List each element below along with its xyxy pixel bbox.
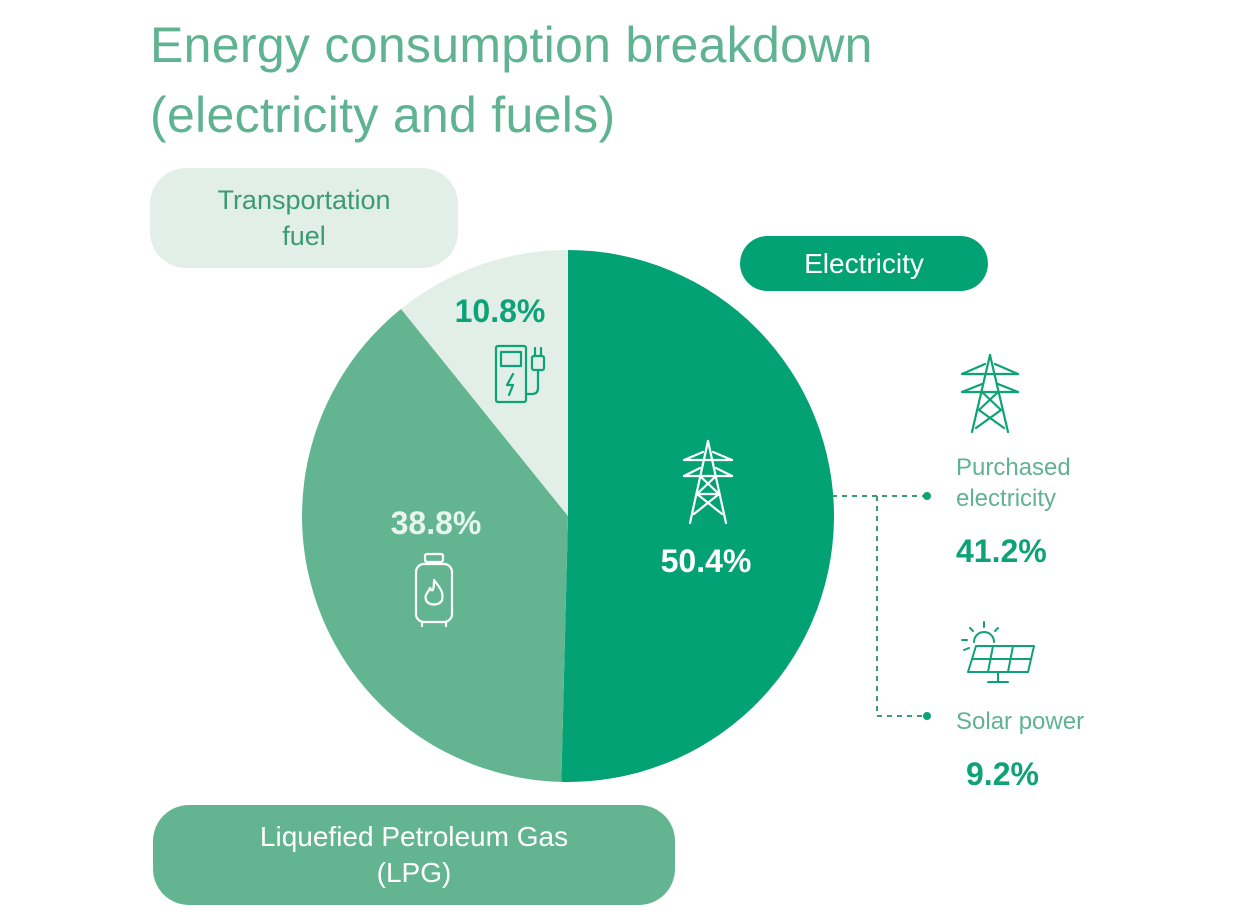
solar-panel-icon — [961, 621, 1035, 683]
pie-slice-lpg — [301, 308, 568, 782]
chart-title-line2: (electricity and fuels) — [150, 87, 616, 143]
electricity-pill: Electricity — [740, 236, 988, 291]
gas-cylinder-icon — [414, 552, 454, 628]
transportation-fuel-pill: Transportation fuel — [150, 168, 458, 268]
lpg-pill: Liquefied Petroleum Gas (LPG) — [153, 805, 675, 905]
connector-trunk — [876, 496, 925, 717]
transmission-tower-icon — [682, 439, 734, 525]
purchased-electricity-label-line2: electricity — [956, 485, 1057, 512]
electricity-pill-label: Electricity — [804, 247, 924, 279]
solar-power-label: Solar power — [956, 706, 1084, 737]
transportation-fuel-pill-line1: Transportation — [217, 185, 391, 215]
chart-title-line1: Energy consumption breakdown — [150, 17, 873, 73]
slice-label-lpg: 38.8% — [390, 505, 482, 541]
chart-title: Energy consumption breakdown (electricit… — [150, 10, 1050, 150]
lpg-pill-line1: Liquefied Petroleum Gas — [259, 821, 569, 852]
pie-slice-transport — [401, 250, 568, 516]
pie-slice-electricity — [561, 250, 834, 782]
ev-charger-icon — [494, 344, 546, 404]
transportation-fuel-pill-line2: fuel — [282, 221, 326, 251]
lpg-pill-line2: (LPG) — [376, 857, 452, 888]
transmission-tower-icon — [960, 353, 1020, 434]
solar-power-value: 9.2% — [966, 756, 1039, 792]
purchased-electricity-label-line1: Purchased — [956, 454, 1071, 481]
solar-power-label-text: Solar power — [956, 708, 1085, 735]
connector-dot-purchased — [923, 492, 931, 500]
purchased-electricity-label: Purchased electricity — [956, 452, 1071, 514]
connector-dot-solar — [923, 712, 931, 720]
slice-label-electricity: 50.4% — [660, 543, 752, 579]
slice-label-transport: 10.8% — [454, 293, 546, 329]
purchased-electricity-value: 41.2% — [956, 533, 1047, 569]
